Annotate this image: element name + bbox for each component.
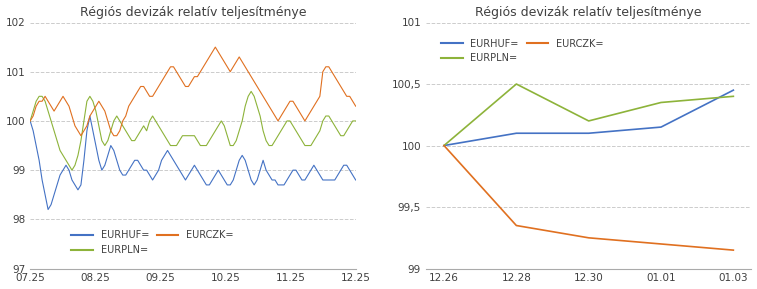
Title: Régiós devizák relatív teljesítménye: Régiós devizák relatív teljesítménye xyxy=(79,5,306,18)
Legend: EURHUF=, EURPLN=, EURCZK=: EURHUF=, EURPLN=, EURCZK= xyxy=(67,226,238,259)
Legend: EURHUF=, EURPLN=, EURCZK=: EURHUF=, EURPLN=, EURCZK= xyxy=(438,35,607,67)
Title: Régiós devizák relatív teljesítménye: Régiós devizák relatív teljesítménye xyxy=(475,5,702,18)
